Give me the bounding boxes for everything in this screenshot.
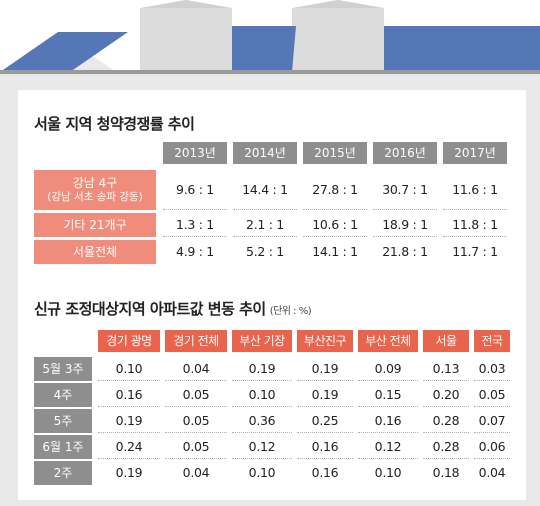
data-cell: 0.04 xyxy=(165,357,227,381)
data-cell: 0.16 xyxy=(297,435,353,459)
week-label: 6월 1주 xyxy=(34,435,92,459)
table2-unit: (단위 : %) xyxy=(269,306,312,317)
data-cell: 5.2 : 1 xyxy=(246,244,284,259)
data-cell: 0.19 xyxy=(115,465,143,480)
data-cell: 0.16 xyxy=(358,409,418,433)
data-cell: 0.15 xyxy=(358,383,418,407)
data-cell: 0.19 xyxy=(297,357,353,381)
table2-title-text: 신규 조정대상지역 아파트값 변동 추이 xyxy=(34,300,266,318)
data-cell: 0.13 xyxy=(423,357,469,381)
year-header: 2015년 xyxy=(303,142,367,164)
roof-left xyxy=(0,32,128,72)
data-cell: 27.8 : 1 xyxy=(303,170,367,210)
data-cell: 0.28 xyxy=(423,435,469,459)
data-cell: 0.12 xyxy=(232,435,292,459)
data-cell: 0.05 xyxy=(165,383,227,407)
chimney-right xyxy=(292,8,384,70)
data-cell: 0.10 xyxy=(98,357,160,381)
roof-right xyxy=(384,26,540,72)
data-cell: 0.04 xyxy=(182,465,210,480)
column-header: 경기 광명 xyxy=(98,330,160,352)
data-cell: 0.24 xyxy=(98,435,160,459)
data-cell: 0.10 xyxy=(232,383,292,407)
week-label: 2주 xyxy=(34,461,92,485)
data-cell: 0.05 xyxy=(165,435,227,459)
data-cell: 21.8 : 1 xyxy=(382,244,428,259)
data-cell: 0.19 xyxy=(98,409,160,433)
data-cell: 11.7 : 1 xyxy=(452,244,498,259)
data-cell: 0.25 xyxy=(297,409,353,433)
column-header: 서울 xyxy=(423,330,469,352)
year-header: 2014년 xyxy=(233,142,297,164)
year-header: 2013년 xyxy=(163,142,227,164)
row-label: 강남 4구 xyxy=(72,176,118,190)
data-cell: 0.05 xyxy=(165,409,227,433)
table1-title-text: 서울 지역 청약경쟁률 추이 xyxy=(34,115,195,133)
row-header: 서울전체 xyxy=(34,240,156,264)
table2-title: 신규 조정대상지역 아파트값 변동 추이 (단위 : %) xyxy=(34,298,312,319)
data-cell: 0.28 xyxy=(423,409,469,433)
data-cell: 0.16 xyxy=(98,383,160,407)
row-label: 서울전체 xyxy=(72,245,118,259)
week-label: 5월 3주 xyxy=(34,357,92,381)
data-cell: 0.06 xyxy=(474,435,510,459)
column-header: 부산 전체 xyxy=(358,330,418,352)
data-cell: 0.20 xyxy=(423,383,469,407)
column-header: 부산 기장 xyxy=(232,330,292,352)
data-cell: 4.9 : 1 xyxy=(176,244,214,259)
data-cell: 9.6 : 1 xyxy=(163,170,227,210)
data-cell: 0.19 xyxy=(297,383,353,407)
data-cell: 0.07 xyxy=(474,409,510,433)
data-cell: 0.36 xyxy=(232,409,292,433)
data-cell: 0.04 xyxy=(478,465,506,480)
data-cell: 14.1 : 1 xyxy=(312,244,358,259)
data-cell: 0.05 xyxy=(474,383,510,407)
data-cell: 18.9 : 1 xyxy=(373,213,437,237)
row-sublabel: (강남 서초 송파 강동) xyxy=(47,191,143,203)
column-header: 부산진구 xyxy=(297,330,353,352)
data-cell: 10.6 : 1 xyxy=(303,213,367,237)
data-cell: 11.8 : 1 xyxy=(443,213,507,237)
row-header: 강남 4구 (강남 서초 송파 강동) xyxy=(34,170,156,210)
chimney-left xyxy=(140,8,232,70)
week-label: 4주 xyxy=(34,383,92,407)
data-cell: 2.1 : 1 xyxy=(233,213,297,237)
data-cell: 0.10 xyxy=(374,465,402,480)
data-cell: 0.18 xyxy=(432,465,460,480)
data-cell: 0.16 xyxy=(311,465,339,480)
data-cell: 0.19 xyxy=(232,357,292,381)
week-label: 5주 xyxy=(34,409,92,433)
year-header: 2017년 xyxy=(443,142,507,164)
data-cell: 1.3 : 1 xyxy=(163,213,227,237)
row-label: 기타 21개구 xyxy=(63,218,127,232)
column-header: 경기 전체 xyxy=(165,330,227,352)
year-header: 2016년 xyxy=(373,142,437,164)
data-cell: 30.7 : 1 xyxy=(373,170,437,210)
row-header: 기타 21개구 xyxy=(34,213,156,237)
data-cell: 0.03 xyxy=(474,357,510,381)
data-cell: 14.4 : 1 xyxy=(233,170,297,210)
data-cell: 11.6 : 1 xyxy=(443,170,507,210)
data-cell: 0.10 xyxy=(248,465,276,480)
column-header: 전국 xyxy=(474,330,510,352)
data-cell: 0.12 xyxy=(358,435,418,459)
data-cell: 0.09 xyxy=(358,357,418,381)
roof-middle xyxy=(232,26,296,72)
table1-title: 서울 지역 청약경쟁률 추이 xyxy=(34,113,195,134)
